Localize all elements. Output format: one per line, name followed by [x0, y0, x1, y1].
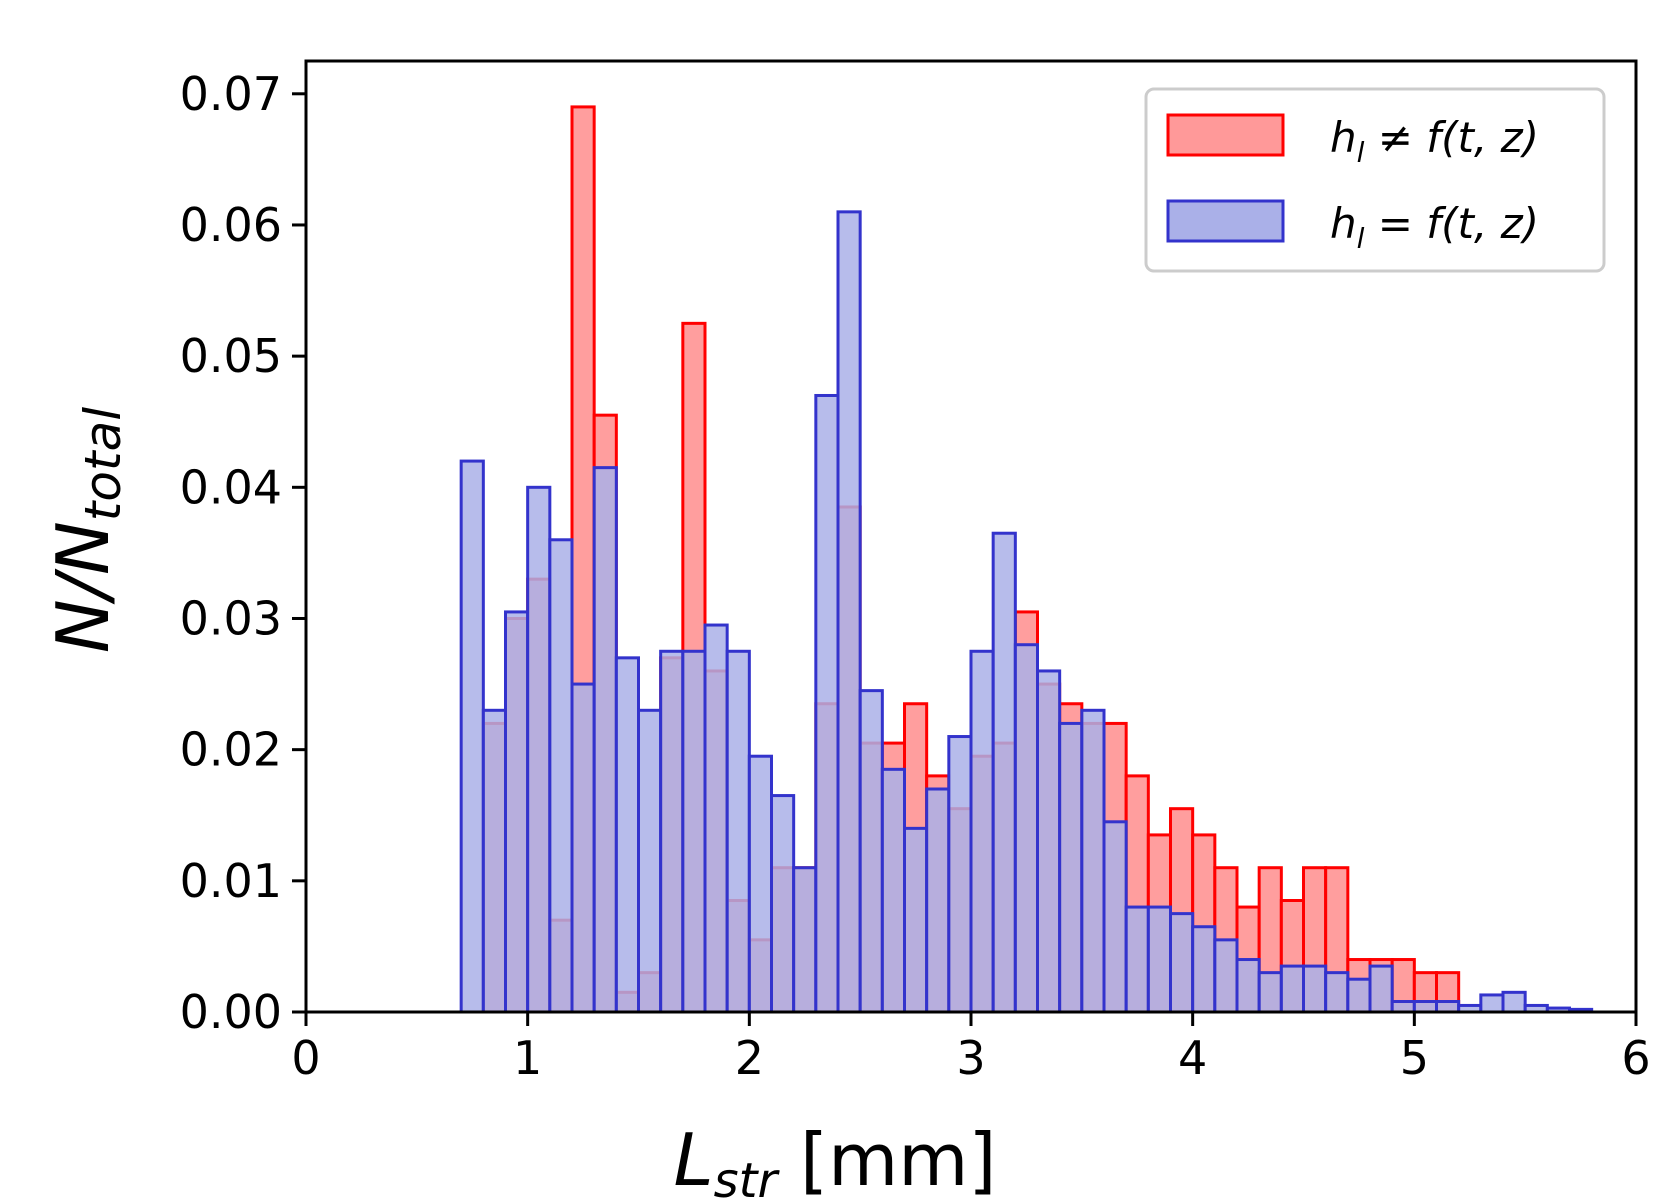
legend-label-red: hl ≠ f(t, z): [1330, 113, 1539, 169]
bar-blue-4: [548, 538, 574, 1014]
bar-blue-19: [880, 767, 906, 1014]
bar-blue-10: [681, 649, 707, 1014]
y-axis-label: N/Ntotal: [41, 407, 132, 653]
bar-blue-18: [858, 689, 884, 1014]
bar-blue-8: [637, 708, 663, 1014]
bar-blue-33: [1191, 925, 1217, 1014]
y-axis-label-subscript: total: [74, 407, 132, 521]
bar-blue-20: [903, 826, 929, 1014]
y-axis-label-main: N/N: [41, 521, 125, 653]
bar-blue-7: [614, 656, 640, 1014]
bar-blue-36: [1257, 971, 1283, 1014]
legend-blue-sub: l: [1357, 222, 1365, 255]
bar-blue-0: [459, 459, 485, 1014]
x-axis-label: Lstr [mm]: [673, 1118, 996, 1200]
x-axis-label-unit: [mm]: [777, 1118, 996, 1200]
bar-blue-9: [659, 649, 685, 1014]
bar-blue-12: [725, 649, 751, 1014]
legend-blue-rest: = f(t, z): [1364, 199, 1539, 248]
bar-blue-6: [592, 466, 618, 1014]
bar-blue-22: [947, 735, 973, 1014]
x-tick-label-5: 5: [1400, 1031, 1429, 1085]
bar-blue-2: [504, 610, 530, 1014]
bar-blue-17: [836, 210, 862, 1014]
legend-red-rest: ≠ f(t, z): [1364, 113, 1539, 162]
bar-blue-31: [1146, 905, 1173, 1014]
bar-blue-1: [481, 708, 508, 1014]
bar-blue-38: [1302, 964, 1328, 1014]
y-tick-label-3: 0.03: [180, 591, 282, 645]
x-tick-label-3: 3: [956, 1031, 985, 1085]
bar-blue-30: [1124, 905, 1150, 1014]
y-tick-label-1: 0.01: [180, 854, 282, 908]
bar-blue-21: [925, 787, 951, 1014]
bar-blue-23: [969, 649, 995, 1014]
bar-blue-26: [1036, 669, 1062, 1014]
bar-blue-14: [770, 794, 796, 1014]
x-tick-label-6: 6: [1621, 1031, 1650, 1085]
bar-blue-42: [1390, 1000, 1416, 1014]
bar-blue-44: [1435, 1000, 1461, 1014]
bar-blue-25: [1013, 643, 1039, 1014]
bar-blue-43: [1412, 1000, 1439, 1014]
bar-blue-37: [1279, 964, 1306, 1014]
legend-blue-h: h: [1330, 199, 1357, 248]
y-tick-label-7: 0.07: [180, 67, 282, 121]
bar-blue-15: [792, 866, 818, 1014]
y-axis-ticks: 0.00 0.01 0.02 0.03 0.04 0.05 0.06 0.07: [180, 67, 306, 1039]
bar-blue-3: [526, 485, 552, 1014]
legend-red-sub: l: [1357, 136, 1365, 169]
legend-label-blue: hl = f(t, z): [1330, 199, 1539, 255]
bar-blue-41: [1368, 964, 1394, 1014]
y-tick-label-5: 0.05: [180, 329, 282, 383]
bar-blue-28: [1080, 708, 1106, 1014]
bar-blue-39: [1324, 971, 1350, 1014]
bar-blue-13: [747, 754, 773, 1014]
bar-blue-46: [1479, 993, 1505, 1014]
bar-blue-5: [570, 682, 596, 1014]
y-tick-label-4: 0.04: [180, 460, 282, 514]
x-tick-label-2: 2: [735, 1031, 764, 1085]
bar-blue-32: [1169, 912, 1195, 1014]
x-tick-label-1: 1: [513, 1031, 542, 1085]
legend-red-h: h: [1330, 113, 1357, 162]
bar-blue-27: [1058, 721, 1084, 1014]
x-tick-label-0: 0: [291, 1031, 320, 1085]
x-axis-label-subscript: str: [714, 1153, 781, 1200]
bar-blue-47: [1501, 990, 1527, 1014]
bar-blue-40: [1346, 977, 1372, 1014]
bar-blue-34: [1213, 938, 1239, 1014]
legend-swatch-red: [1166, 113, 1285, 157]
y-tick-label-2: 0.02: [180, 723, 282, 777]
bar-blue-11: [703, 623, 729, 1014]
y-tick-label-6: 0.06: [180, 198, 282, 252]
bar-blue-35: [1235, 958, 1261, 1014]
bar-blue-29: [1102, 820, 1128, 1014]
bar-blue-16: [814, 393, 840, 1014]
legend: hl ≠ f(t, z) hl = f(t, z): [1144, 87, 1606, 273]
y-tick-label-0: 0.00: [180, 985, 282, 1039]
x-tick-label-4: 4: [1178, 1031, 1207, 1085]
x-axis-ticks: 0 1 2 3 4 5 6: [291, 1012, 1651, 1085]
legend-swatch-blue: [1166, 199, 1285, 243]
bar-blue-24: [991, 531, 1017, 1014]
x-axis-label-main: L: [673, 1118, 713, 1200]
